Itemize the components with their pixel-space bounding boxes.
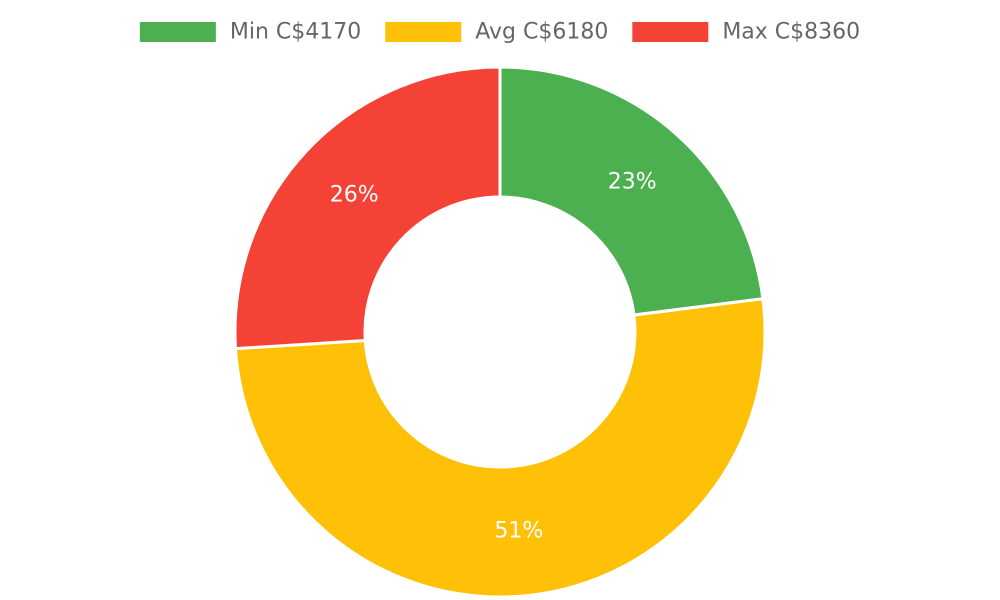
legend-swatch-min [139,22,216,42]
legend-label-min: Min C$4170 [230,20,361,45]
legend-label-avg: Avg C$6180 [475,20,608,45]
legend-swatch-avg [385,22,462,42]
donut-slices [233,65,767,599]
slice-min [498,65,765,317]
chart-legend: Min C$4170 Avg C$6180 Max C$8360 [139,20,860,45]
slice-label-min: 23% [608,169,657,194]
slice-avg [233,297,767,599]
legend-swatch-max [632,22,709,42]
legend-label-max: Max C$8360 [722,20,860,45]
slice-label-max: 26% [330,183,379,208]
slice-max [233,65,502,351]
slice-label-avg: 51% [494,519,543,544]
slice-labels: 23% 51% 26% [330,169,657,543]
